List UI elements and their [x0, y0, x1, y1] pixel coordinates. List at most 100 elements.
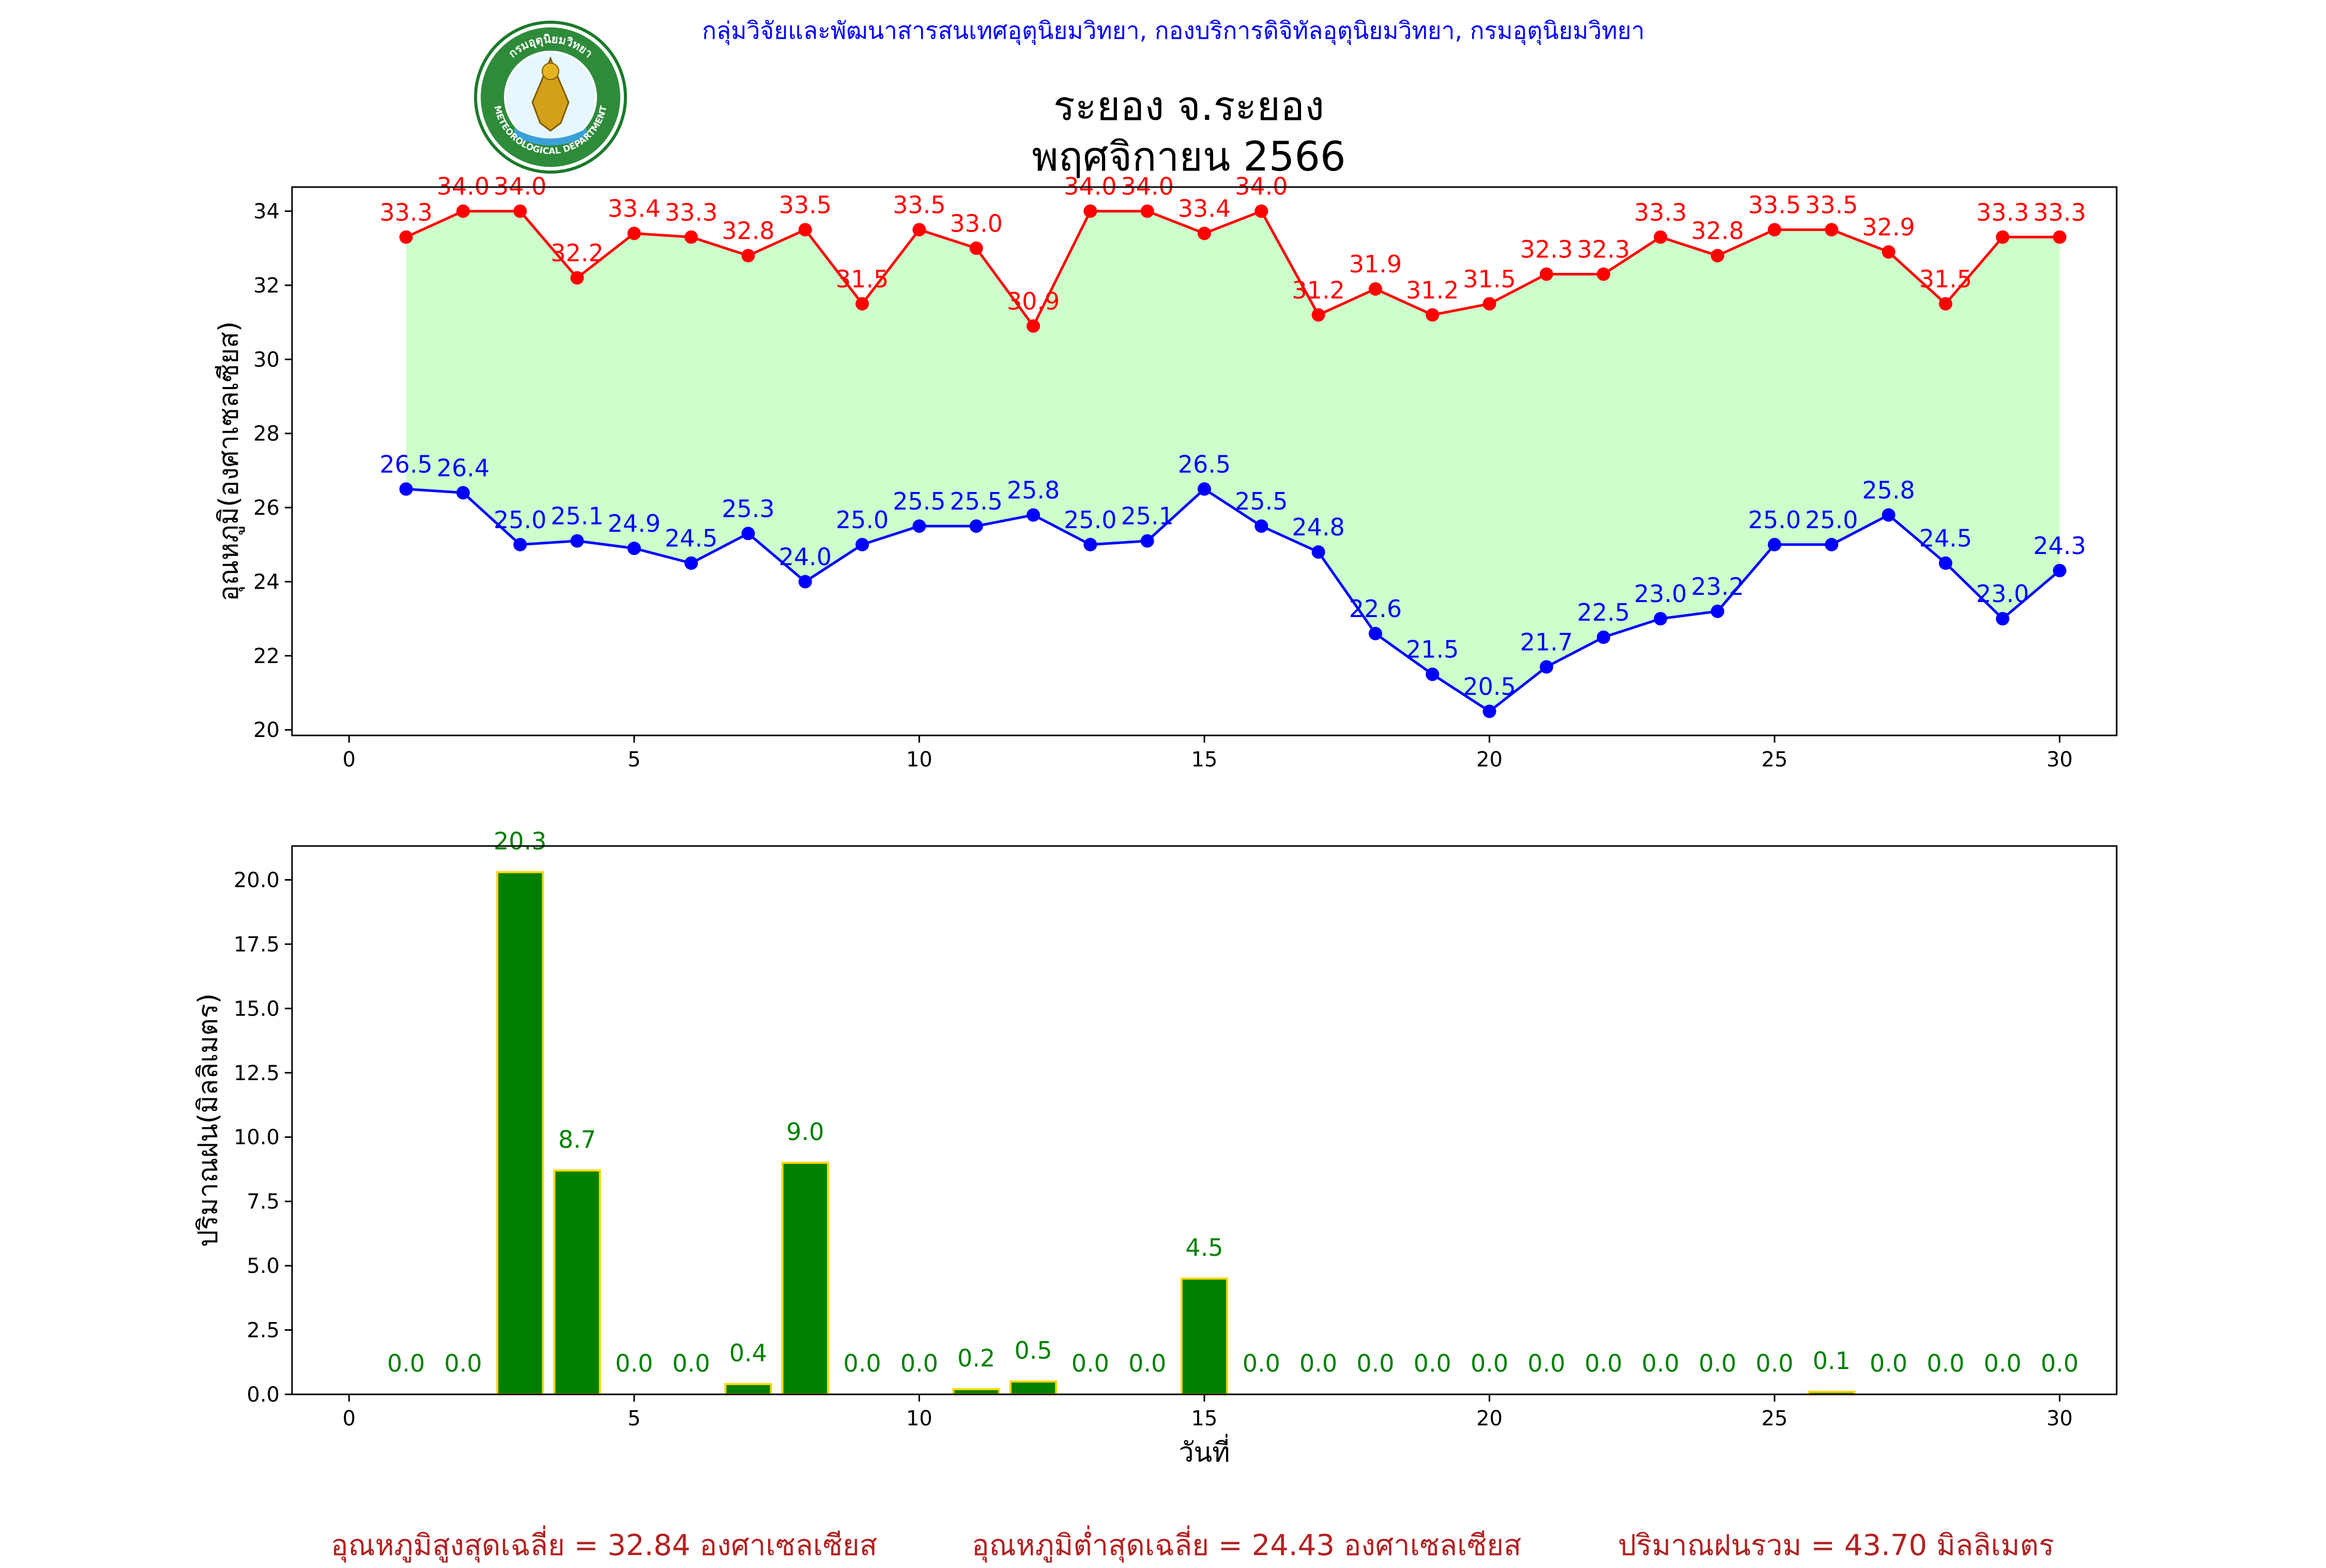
footer-total-rain: ปริมาณฝนรวม = 43.70 มิลลิเมตร — [1618, 1529, 2055, 1562]
rainfall-ytick-label: 2.5 — [247, 1319, 280, 1343]
rain-bar — [781, 1162, 829, 1395]
max-temperature-point — [798, 223, 812, 237]
max-temperature-label: 31.2 — [1406, 276, 1459, 304]
min-temperature-label: 21.5 — [1406, 636, 1459, 664]
max-temperature-label: 32.2 — [550, 239, 603, 267]
rain-value-label: 0.0 — [387, 1349, 425, 1377]
footer-avg-max: อุณหภูมิสูงสุดเฉลี่ย = 32.84 องศาเซลเซีย… — [331, 1529, 878, 1562]
rainfall-ytick-label: 5.0 — [247, 1254, 280, 1278]
min-temperature-label: 25.3 — [722, 495, 774, 522]
chart-title-station: ระยอง จ.ระยอง — [1053, 83, 1324, 130]
min-temperature-label: 25.1 — [550, 502, 603, 530]
temperature-xtick-label: 30 — [2046, 748, 2073, 772]
rainfall-ytick-label: 20.0 — [234, 868, 280, 892]
rain-value-label: 9.0 — [786, 1118, 824, 1146]
min-temperature-label: 25.0 — [1064, 506, 1116, 534]
max-temperature-point — [627, 226, 641, 240]
temperature-ytick-label: 28 — [253, 422, 280, 446]
rainfall-xtick-label: 15 — [1191, 1407, 1218, 1431]
min-temperature-label: 24.3 — [2033, 532, 2086, 560]
temperature-ylabel: อุณหภูมิ(องศาเซลเซียส) — [213, 321, 245, 602]
temperature-xtick-label: 15 — [1191, 748, 1218, 772]
rain-value-label: 0.2 — [957, 1344, 995, 1372]
max-temperature-label: 32.9 — [1862, 213, 1915, 241]
min-temperature-point — [1654, 612, 1667, 626]
rain-bar — [1180, 1278, 1229, 1396]
max-temperature-point — [1539, 267, 1553, 281]
min-temperature-label: 26.5 — [1178, 450, 1231, 478]
rainfall-ytick-label: 12.5 — [234, 1062, 280, 1085]
rain-value-label: 0.0 — [1128, 1349, 1166, 1377]
rain-value-label: 0.0 — [1356, 1349, 1394, 1377]
min-temperature-label: 20.5 — [1463, 672, 1516, 700]
min-temperature-point — [1539, 660, 1553, 674]
max-temperature-point — [1654, 230, 1667, 244]
max-temperature-point — [1825, 223, 1839, 237]
max-temperature-point — [1311, 308, 1325, 322]
min-temperature-label: 24.5 — [1919, 525, 1972, 552]
max-temperature-point — [1254, 204, 1268, 218]
min-temperature-point — [1426, 667, 1440, 681]
max-temperature-point — [456, 204, 470, 218]
max-temperature-point — [570, 271, 584, 285]
min-temperature-point — [1083, 537, 1097, 551]
min-temperature-point — [1710, 604, 1724, 618]
max-temperature-label: 32.8 — [722, 217, 774, 245]
rainfall-chart: 0.0 0.0 20.3 8.7 0.0 0.0 0.4 9.0 0.0 0.0 0.2 0.5 0.0… — [193, 827, 2118, 1468]
rain-bar — [496, 871, 544, 1395]
min-temperature-label: 25.0 — [1748, 506, 1801, 534]
max-temperature-label: 33.3 — [379, 198, 432, 226]
rain-value-label: 0.0 — [1527, 1349, 1565, 1377]
min-temperature-label: 23.2 — [1691, 573, 1744, 601]
header-organization: กลุ่มวิจัยและพัฒนาสารสนเทศอุตุนิยมวิทยา,… — [702, 17, 1645, 45]
temperature-ytick-label: 34 — [253, 200, 280, 224]
min-temperature-point — [741, 527, 755, 541]
min-temperature-point — [684, 556, 698, 570]
rainfall-xtick-label: 20 — [1476, 1407, 1503, 1431]
min-temperature-label: 25.0 — [494, 506, 546, 534]
max-temperature-point — [1027, 319, 1040, 333]
max-temperature-point — [1710, 249, 1724, 263]
rain-bar — [1009, 1380, 1058, 1395]
min-temperature-label: 21.7 — [1520, 628, 1573, 656]
min-temperature-point — [1881, 508, 1895, 522]
max-temperature-point — [684, 230, 698, 244]
min-temperature-point — [2053, 563, 2067, 577]
temperature-xtick-label: 20 — [1476, 748, 1503, 772]
rain-value-label: 0.0 — [1870, 1349, 1907, 1377]
min-temperature-point — [1939, 556, 1953, 570]
max-temperature-label: 32.3 — [1577, 235, 1630, 263]
max-temperature-label: 33.3 — [2033, 198, 2086, 226]
temperature-ytick-label: 30 — [253, 348, 280, 372]
max-temperature-label: 31.5 — [836, 265, 889, 293]
max-temperature-point — [1996, 230, 2010, 244]
max-temperature-point — [513, 204, 527, 218]
temperature-ytick-label: 24 — [253, 570, 280, 594]
min-temperature-point — [912, 519, 926, 533]
min-temperature-point — [1027, 508, 1040, 522]
max-temperature-point — [1768, 223, 1782, 237]
rain-value-label: 0.4 — [729, 1339, 767, 1367]
rain-value-label: 0.0 — [1414, 1349, 1451, 1377]
max-temperature-point — [1426, 308, 1440, 322]
rain-value-label: 0.0 — [844, 1349, 881, 1377]
rainfall-ytick-label: 15.0 — [234, 997, 280, 1021]
min-temperature-point — [1996, 612, 2010, 626]
max-temperature-point — [1482, 297, 1496, 311]
temperature-ytick-label: 20 — [253, 718, 280, 742]
rain-value-label: 0.0 — [1243, 1349, 1280, 1377]
max-temperature-line — [405, 209, 2060, 329]
rain-value-label: 0.0 — [1642, 1349, 1679, 1377]
min-temperature-label: 23.0 — [1634, 580, 1687, 608]
min-temperature-point — [1254, 519, 1268, 533]
min-temperature-label: 22.6 — [1349, 595, 1402, 623]
min-temperature-point — [513, 537, 527, 551]
min-temperature-point — [456, 486, 470, 500]
rain-value-label: 0.0 — [1585, 1349, 1623, 1377]
rainfall-xlabel: วันที่ — [1179, 1434, 1230, 1468]
rain-value-label: 0.0 — [2041, 1349, 2078, 1377]
max-temperature-label: 33.3 — [1976, 198, 2029, 226]
temperature-xtick-label: 25 — [1762, 748, 1788, 772]
temperature-range-fill — [406, 211, 2060, 712]
min-temperature-label: 25.5 — [950, 487, 1003, 515]
